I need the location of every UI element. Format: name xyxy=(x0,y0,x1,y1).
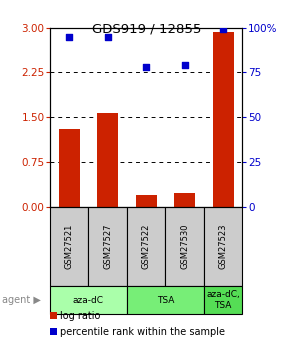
Point xyxy=(105,34,110,39)
Text: aza-dC,
TSA: aza-dC, TSA xyxy=(206,290,240,310)
Text: GSM27527: GSM27527 xyxy=(103,224,112,269)
Bar xyxy=(127,207,165,286)
Text: GSM27522: GSM27522 xyxy=(142,224,151,269)
Bar xyxy=(204,207,242,286)
Bar xyxy=(136,195,157,207)
Bar xyxy=(97,112,118,207)
Text: GDS919 / 12855: GDS919 / 12855 xyxy=(92,22,201,36)
Point xyxy=(144,64,148,70)
Text: aza-dC: aza-dC xyxy=(73,296,104,305)
Bar xyxy=(165,207,204,286)
Point xyxy=(221,27,225,32)
Bar xyxy=(88,207,127,286)
Bar xyxy=(50,286,127,314)
Text: log ratio: log ratio xyxy=(60,311,100,321)
Text: TSA: TSA xyxy=(157,296,174,305)
Bar xyxy=(127,286,204,314)
Point xyxy=(67,34,72,39)
Bar xyxy=(204,286,242,314)
Bar xyxy=(59,129,80,207)
Text: agent ▶: agent ▶ xyxy=(2,295,40,305)
Point xyxy=(182,62,187,68)
Text: GSM27521: GSM27521 xyxy=(65,224,74,269)
Bar xyxy=(174,193,195,207)
Bar xyxy=(50,207,88,286)
Text: GSM27530: GSM27530 xyxy=(180,224,189,269)
Text: percentile rank within the sample: percentile rank within the sample xyxy=(60,327,225,337)
Text: GSM27523: GSM27523 xyxy=(219,224,228,269)
Bar xyxy=(213,32,234,207)
